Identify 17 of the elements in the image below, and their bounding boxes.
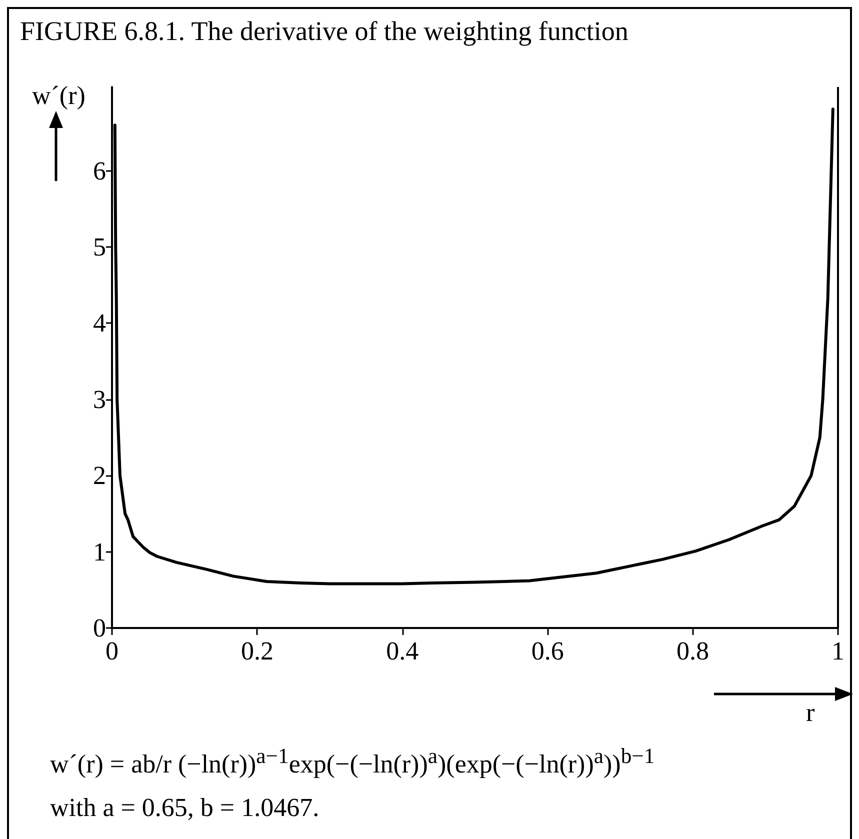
x-tick-label: 0.2 — [240, 636, 274, 666]
x-tick-label: 0.8 — [676, 636, 710, 666]
y-axis-title: w´(r) — [32, 81, 86, 110]
y-tick-label: 3 — [93, 384, 106, 414]
x-tick-label: 0.4 — [386, 636, 419, 666]
y-tick-label: 2 — [93, 461, 106, 490]
text: with a = 0.65, b = 1.0467. — [50, 792, 320, 824]
x-axis-title: r — [806, 698, 815, 727]
x-tick-label: 0.6 — [531, 636, 564, 666]
y-tick-label: 5 — [93, 232, 106, 262]
y-tick-label: 4 — [93, 308, 106, 338]
y-tick-label: 6 — [93, 156, 106, 186]
x-tick-label: 1 — [832, 636, 844, 666]
y-tick-label: 1 — [93, 537, 106, 566]
text: w´(r) = ab/r (−ln(r))$^{a−1}$exp(−(−ln(r))$^{a}$)(exp(−(−ln(r))$^{a}$))$^{b−1}$ — [50, 743, 655, 781]
chart-title: FIGURE 6.8.1. The derivative of the weighting function — [20, 16, 628, 47]
y-tick-label: 0 — [93, 614, 106, 642]
